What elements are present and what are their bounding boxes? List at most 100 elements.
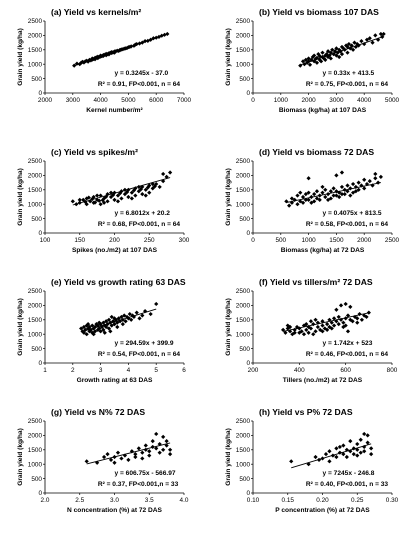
y-tick-label: 500 bbox=[31, 216, 42, 223]
data-point bbox=[109, 314, 114, 320]
data-point bbox=[345, 44, 350, 50]
chart-panel: 0 500 1000 1500 2000 2500 1 2 3 4 5 6 Growth rating … bbox=[17, 277, 186, 384]
y-tick-label: 2000 bbox=[236, 33, 251, 40]
data-point bbox=[353, 189, 358, 194]
data-point bbox=[84, 459, 89, 464]
data-point bbox=[168, 170, 173, 175]
x-tick-label: 2.5 bbox=[75, 497, 84, 504]
data-point bbox=[140, 313, 145, 318]
data-point bbox=[98, 202, 103, 207]
regression-stats: R² = 0.46, FP<0.001, n = 64 bbox=[306, 351, 389, 358]
data-point bbox=[312, 199, 317, 204]
data-point bbox=[295, 202, 300, 207]
data-point bbox=[104, 319, 109, 324]
data-point bbox=[168, 447, 173, 452]
data-point bbox=[143, 193, 148, 198]
data-point bbox=[140, 456, 145, 461]
data-point bbox=[300, 59, 306, 64]
data-point bbox=[357, 311, 362, 317]
data-point bbox=[86, 195, 91, 200]
data-point bbox=[348, 304, 353, 309]
data-point bbox=[95, 460, 100, 465]
x-tick-label: 0.15 bbox=[282, 497, 295, 504]
data-point bbox=[85, 322, 91, 327]
data-point bbox=[112, 50, 117, 55]
x-tick-label: 2.0 bbox=[41, 497, 50, 504]
data-point bbox=[101, 320, 106, 325]
data-point bbox=[112, 190, 117, 195]
data-point bbox=[154, 431, 159, 437]
x-tick-label: 5000 bbox=[385, 97, 400, 104]
data-point bbox=[355, 453, 360, 458]
x-tick-label: 1500 bbox=[329, 237, 344, 244]
data-point bbox=[344, 447, 349, 452]
x-tick-label: 5000 bbox=[121, 97, 136, 104]
chart-title: (g) Yield vs N% 72 DAS bbox=[51, 407, 145, 417]
chart-panel: 0 500 1000 1500 2000 2500 2000 3000 4000 5000 6000… bbox=[17, 7, 192, 114]
data-point bbox=[369, 452, 374, 457]
data-point bbox=[358, 437, 363, 442]
chart-title: (a) Yield vs kernels/m² bbox=[51, 7, 141, 17]
data-point bbox=[373, 176, 378, 181]
data-point bbox=[287, 203, 292, 208]
chart-panel: 0 500 1000 1500 2000 2500 200 400 600 800 Tillers … bbox=[225, 277, 398, 384]
data-point bbox=[348, 193, 353, 198]
data-point bbox=[339, 170, 345, 175]
data-point bbox=[79, 326, 84, 331]
data-point bbox=[150, 439, 155, 444]
data-point bbox=[303, 57, 308, 62]
data-point bbox=[325, 49, 331, 54]
x-axis-label: Growth rating at 63 DAS bbox=[77, 377, 153, 384]
chart-title: (h) Yield vs P% 72 DAS bbox=[259, 407, 353, 417]
chart-title: (f) Yield vs tillers/m² 72 DAS bbox=[259, 277, 373, 287]
data-point bbox=[313, 454, 318, 460]
y-tick-label: 0 bbox=[38, 360, 42, 367]
data-point bbox=[337, 444, 342, 450]
data-point bbox=[104, 324, 109, 330]
data-point bbox=[138, 187, 144, 192]
x-tick-label: 200 bbox=[248, 367, 259, 374]
data-point bbox=[362, 41, 367, 47]
data-point bbox=[108, 329, 113, 334]
data-point bbox=[124, 190, 130, 195]
data-point bbox=[331, 316, 337, 321]
chart-panel: 0 500 1000 1500 2000 2500 2.0 2.5 3.0 3.5 4.0 N con… bbox=[17, 407, 189, 514]
x-tick-label: 3000 bbox=[329, 97, 344, 104]
chart-title: (b) Yield vs biomass 107 DAS bbox=[259, 7, 379, 17]
data-point bbox=[341, 46, 346, 51]
data-point bbox=[345, 183, 350, 188]
x-tick-label: 3.5 bbox=[145, 497, 154, 504]
data-point bbox=[137, 316, 142, 321]
data-point bbox=[317, 54, 322, 59]
x-axis-label: Spikes (no./m2) at 107 DAS bbox=[72, 247, 158, 254]
y-axis-label: Grain yield (kg/ha) bbox=[17, 428, 24, 486]
data-point bbox=[127, 311, 132, 317]
y-tick-label: 1000 bbox=[236, 61, 251, 68]
data-point bbox=[339, 52, 345, 57]
data-point bbox=[341, 443, 346, 448]
data-point bbox=[334, 53, 339, 58]
x-tick-label: 6000 bbox=[149, 97, 164, 104]
data-point bbox=[313, 56, 318, 62]
x-tick-label: 2000 bbox=[301, 97, 316, 104]
trend-line bbox=[72, 33, 168, 67]
data-point bbox=[289, 459, 294, 464]
data-point bbox=[362, 186, 367, 191]
data-point bbox=[109, 323, 114, 328]
data-point bbox=[101, 454, 107, 460]
data-point bbox=[300, 194, 306, 200]
data-point bbox=[334, 307, 339, 312]
trend-line bbox=[291, 443, 372, 469]
y-tick-label: 2500 bbox=[236, 418, 251, 425]
data-point bbox=[362, 449, 367, 454]
y-tick-label: 0 bbox=[246, 230, 250, 237]
data-point bbox=[306, 190, 311, 195]
x-tick-label: 600 bbox=[340, 367, 351, 374]
data-point bbox=[311, 332, 316, 337]
data-point bbox=[161, 447, 166, 452]
data-point bbox=[290, 332, 295, 337]
y-tick-label: 0 bbox=[246, 490, 250, 497]
y-axis-label: Grain yield (kg/ha) bbox=[17, 298, 24, 356]
data-point bbox=[331, 193, 336, 198]
data-point bbox=[334, 173, 339, 178]
